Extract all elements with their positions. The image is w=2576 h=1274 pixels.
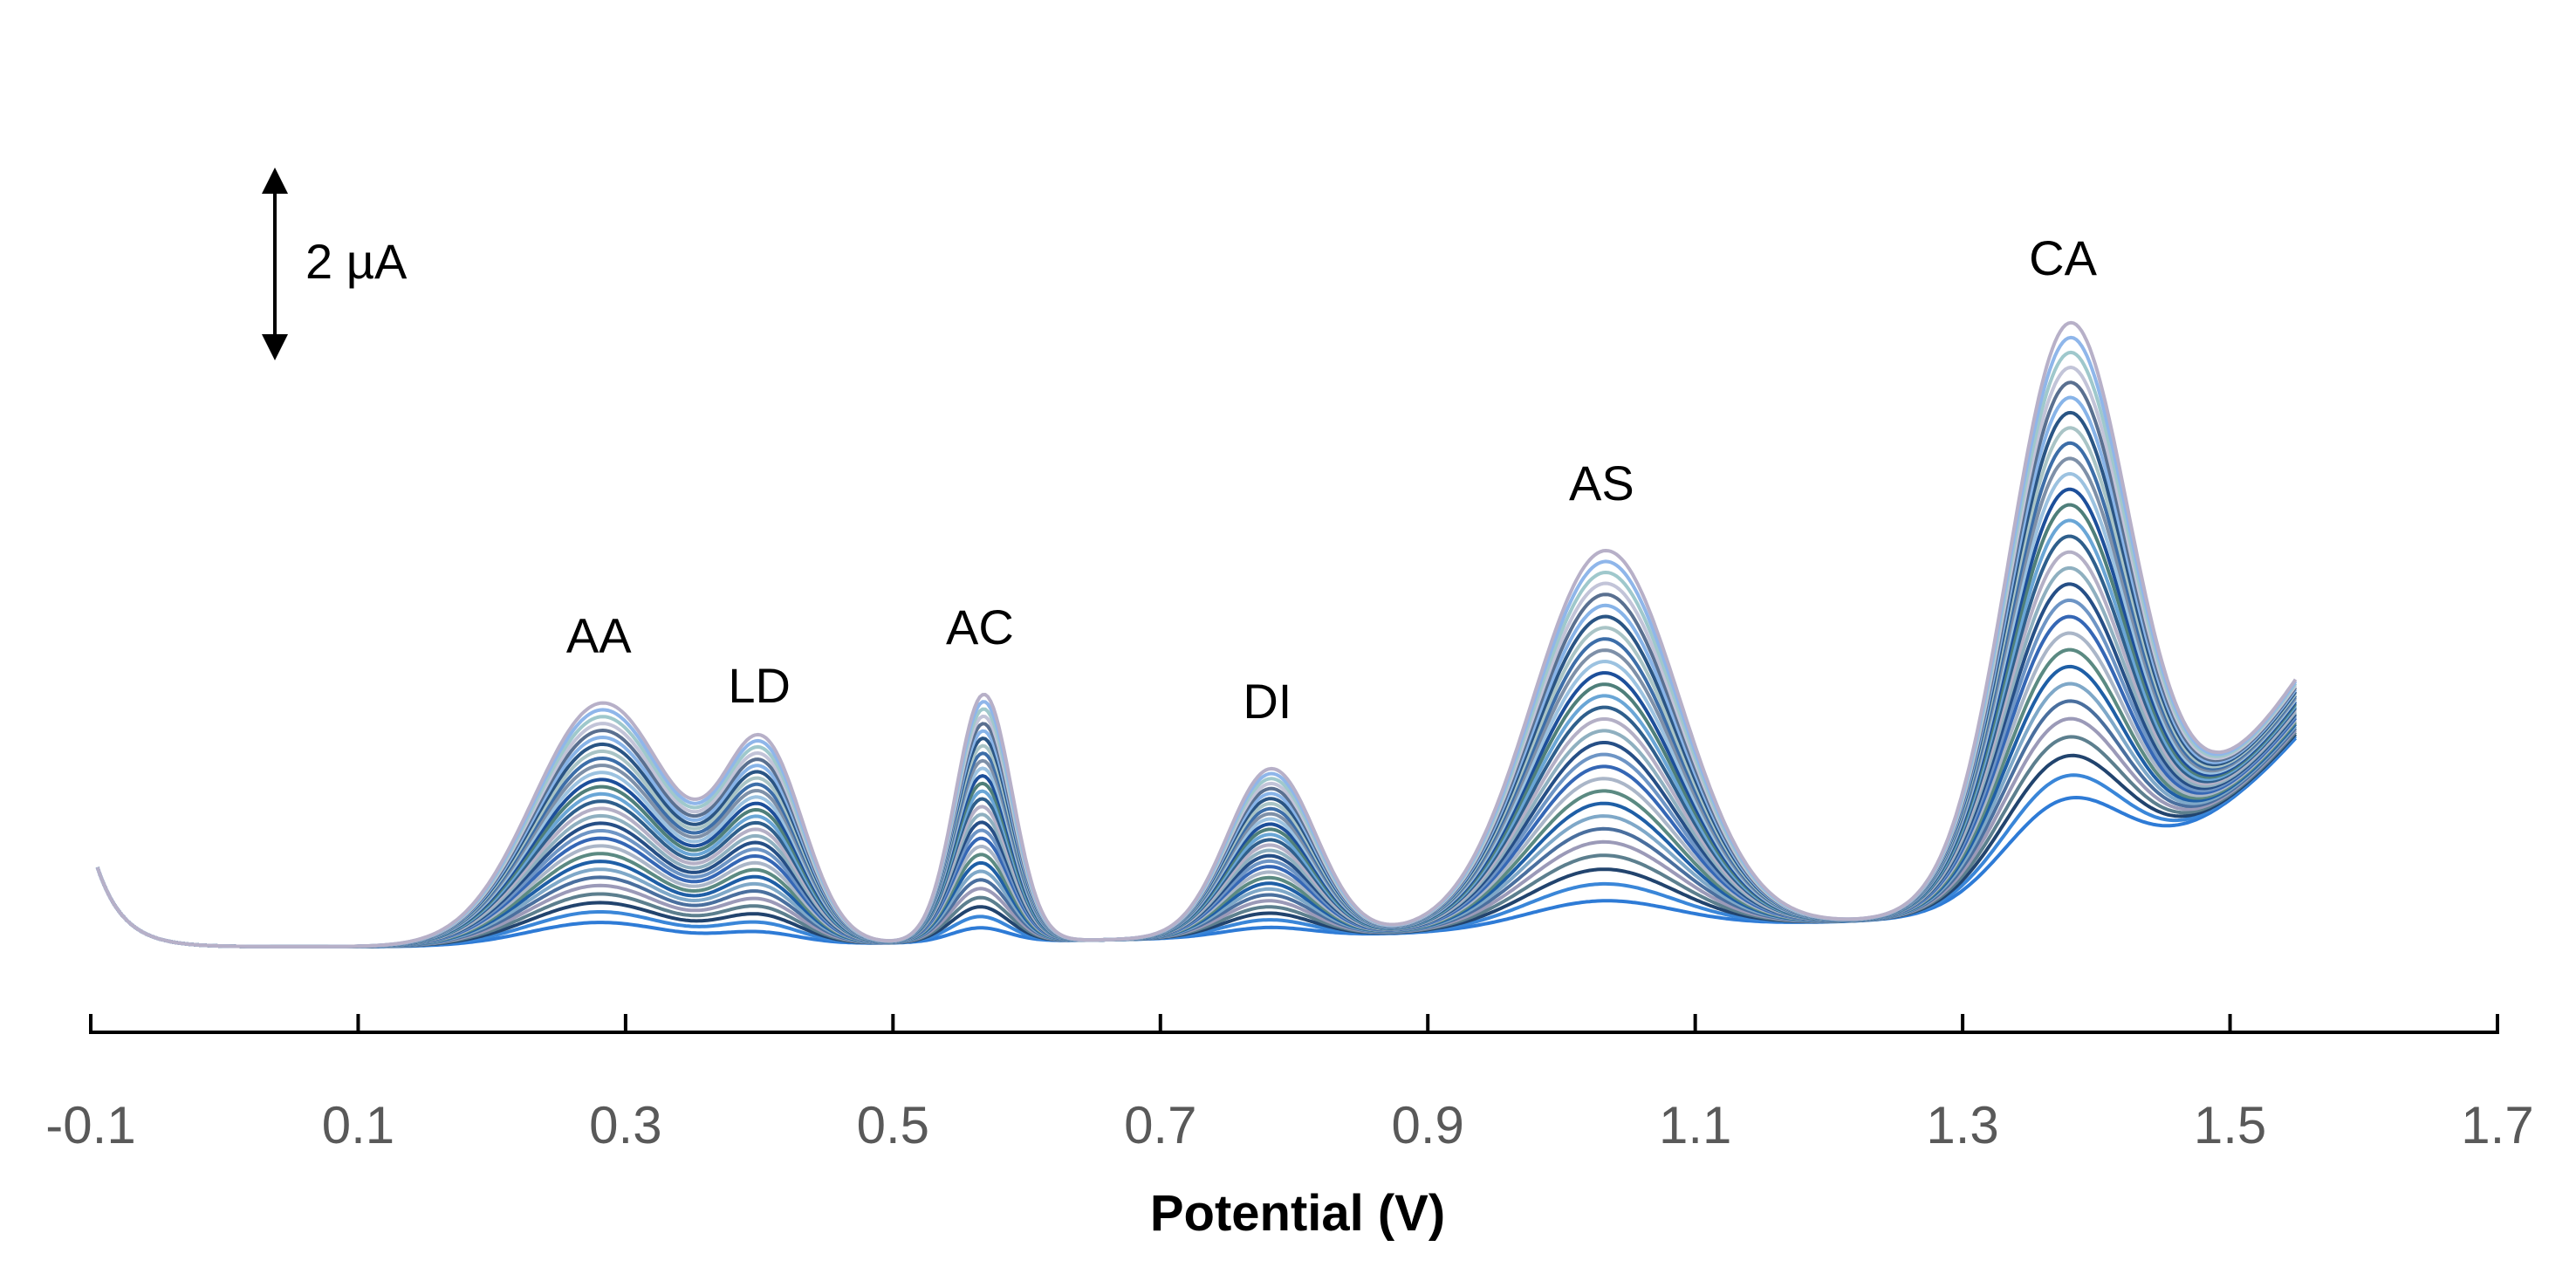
x-axis-label: Potential (V) [1150,1185,1445,1242]
x-ticks: -0.1 0.1 0.3 0.5 0.7 0.9 1.1 1.3 1.5 1.7 [45,1014,2534,1154]
x-tick-label: -0.1 [45,1096,135,1154]
scale-bar-label: 2 µA [305,234,408,289]
peak-label: AA [566,608,632,663]
x-tick-label: 1.1 [1659,1096,1731,1154]
peak-label: AS [1569,455,1634,510]
series-layer [95,320,2298,949]
x-tick-label: 1.5 [2194,1096,2266,1154]
peak-label: CA [2029,230,2097,285]
x-tick-label: 0.5 [857,1096,929,1154]
series-line [95,534,2298,949]
x-tick-label: 0.9 [1392,1096,1464,1154]
peak-label: AC [946,599,1014,654]
x-tick-label: 0.3 [589,1096,661,1154]
scale-bar: 2 µA [262,168,408,360]
x-tick-label: 0.7 [1124,1096,1196,1154]
peak-label: LD [728,658,791,713]
peak-labels: AA LD AC DI AS CA [566,230,2098,729]
x-tick-label: 1.3 [1926,1096,1998,1154]
x-tick-label: 1.7 [2461,1096,2533,1154]
scale-bar-arrow-up [262,168,288,194]
series-line [95,320,2298,949]
x-tick-label: 0.1 [322,1096,394,1154]
scale-bar-arrow-down [262,334,288,360]
series-line [95,582,2298,949]
peak-label: DI [1243,674,1291,729]
